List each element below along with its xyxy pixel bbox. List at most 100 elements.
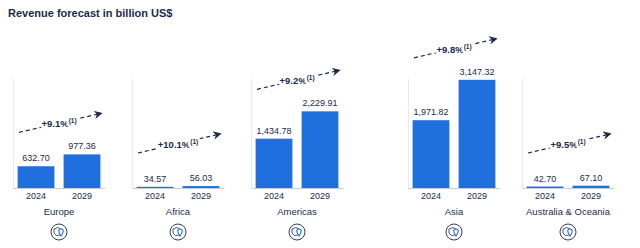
icon-land [449, 228, 457, 236]
panel-title: Europe [44, 206, 75, 217]
tick: 2029 [467, 191, 487, 201]
tick: 2029 [72, 191, 92, 201]
data-label: 1,434.78 [256, 126, 291, 136]
panel-title: Australia & Oceania [526, 206, 611, 217]
tick-label: 2024 [145, 191, 165, 201]
bars [527, 186, 610, 188]
icon-globe [289, 224, 305, 240]
tick-label: 2024 [421, 191, 441, 201]
data-label: 977.36 [68, 141, 96, 151]
icon-globe [170, 224, 186, 240]
y-axis [522, 79, 523, 189]
bar [256, 139, 293, 188]
panel-title: Asia [445, 206, 464, 217]
data-labels: 42.70 67.10 [534, 173, 603, 184]
data-label: 632.70 [22, 153, 50, 163]
icon-globe [446, 224, 462, 240]
growth-arrow [414, 39, 496, 58]
data-labels: 1,434.78 2,229.91 [256, 98, 337, 135]
annotation: +9.2%(1) [279, 74, 314, 86]
icon-globe [560, 224, 576, 240]
annotation-text: +9.5% [550, 139, 578, 150]
x-axis-line [252, 188, 344, 189]
bar [573, 186, 610, 188]
annotation: +9.1%(1) [41, 117, 76, 129]
data-label: 2,229.91 [302, 98, 337, 108]
growth-arrow [528, 134, 610, 153]
data-label: 42.70 [534, 174, 557, 184]
annotation-text: +9.1% [41, 118, 69, 129]
tick: 2029 [310, 191, 330, 201]
chart: Revenue forecast in billion US$ 2024 2029 6… [0, 0, 640, 248]
data-labels: 632.70 977.36 [22, 141, 96, 163]
x-axis-line [133, 188, 225, 189]
bars [256, 111, 339, 188]
tick-label: 2029 [467, 191, 487, 201]
growth-arrow [257, 70, 339, 89]
panel-title: Africa [166, 206, 191, 217]
tick-label: 2024 [264, 191, 284, 201]
icon-pin [59, 229, 64, 236]
annotation: +9.5%(1) [550, 138, 585, 150]
tick-label: 2024 [26, 191, 46, 201]
panel-title: Americas [277, 206, 317, 217]
x-axis-line [523, 188, 615, 189]
icon-pin [454, 229, 459, 236]
data-label: 67.10 [580, 173, 603, 183]
data-label: 1,971.82 [413, 107, 448, 117]
icon-land [54, 228, 62, 236]
tick: 2024 [421, 191, 441, 201]
panel: 202420291,971.823,147.32+9.8%(1)Asia [409, 39, 501, 240]
bar [18, 166, 55, 188]
y-axis [408, 79, 409, 189]
bar [459, 80, 496, 188]
panel: 2024 2029 42.70 67.10 +9.5%(1) Australia & Oc… [523, 79, 615, 241]
annotation-text: +9.8% [436, 44, 464, 55]
x-axis-line [409, 188, 501, 189]
region-icon [446, 224, 462, 240]
annotation-text: +9.2% [279, 75, 307, 86]
y-axis [251, 79, 252, 189]
growth-arrow [19, 113, 101, 132]
tick-label: 2024 [535, 191, 555, 201]
y-axis-line [522, 79, 523, 189]
icon-pin [568, 229, 573, 236]
x-axis: 2024 2029 [409, 189, 501, 202]
region-icon [560, 224, 576, 240]
growth-arrow [138, 134, 220, 153]
icon-pin [178, 229, 183, 236]
annotation-text: +10.1% [158, 139, 191, 150]
bar [137, 187, 174, 188]
panel: 2024 2029 34.57 56.03 +10.1%(1) Africa [133, 79, 225, 241]
y-axis-line [132, 79, 133, 189]
bar [302, 111, 339, 188]
x-axis: 2024 2029 [523, 189, 615, 202]
icon-land [563, 228, 571, 236]
annotation-footnote: (1) [190, 138, 198, 146]
x-axis-line [14, 188, 106, 189]
annotation: +10.1%(1) [158, 138, 198, 150]
icon-land [292, 228, 300, 236]
data-label: 34.57 [144, 174, 167, 184]
icon-pin [297, 229, 302, 236]
data-labels: 34.57 56.03 [144, 173, 213, 184]
bars [413, 80, 496, 188]
y-axis [13, 79, 14, 189]
icon-land [173, 228, 181, 236]
tick: 2024 [26, 191, 46, 201]
annotation-footnote: (1) [307, 74, 315, 82]
title: Revenue forecast in billion US$ [8, 7, 172, 19]
x-axis: 2024 2029 [252, 189, 344, 202]
tick: 2029 [581, 191, 601, 201]
x-axis: 2024 2029 [14, 189, 106, 202]
tick-label: 2029 [72, 191, 92, 201]
bar [64, 154, 101, 188]
tick: 2024 [264, 191, 284, 201]
x-axis: 2024 2029 [133, 189, 225, 202]
tick: 2029 [191, 191, 211, 201]
region-icon [289, 224, 305, 240]
annotation-footnote: (1) [464, 43, 472, 51]
data-label: 56.03 [190, 173, 213, 183]
bar [413, 120, 450, 188]
tick-label: 2029 [581, 191, 601, 201]
